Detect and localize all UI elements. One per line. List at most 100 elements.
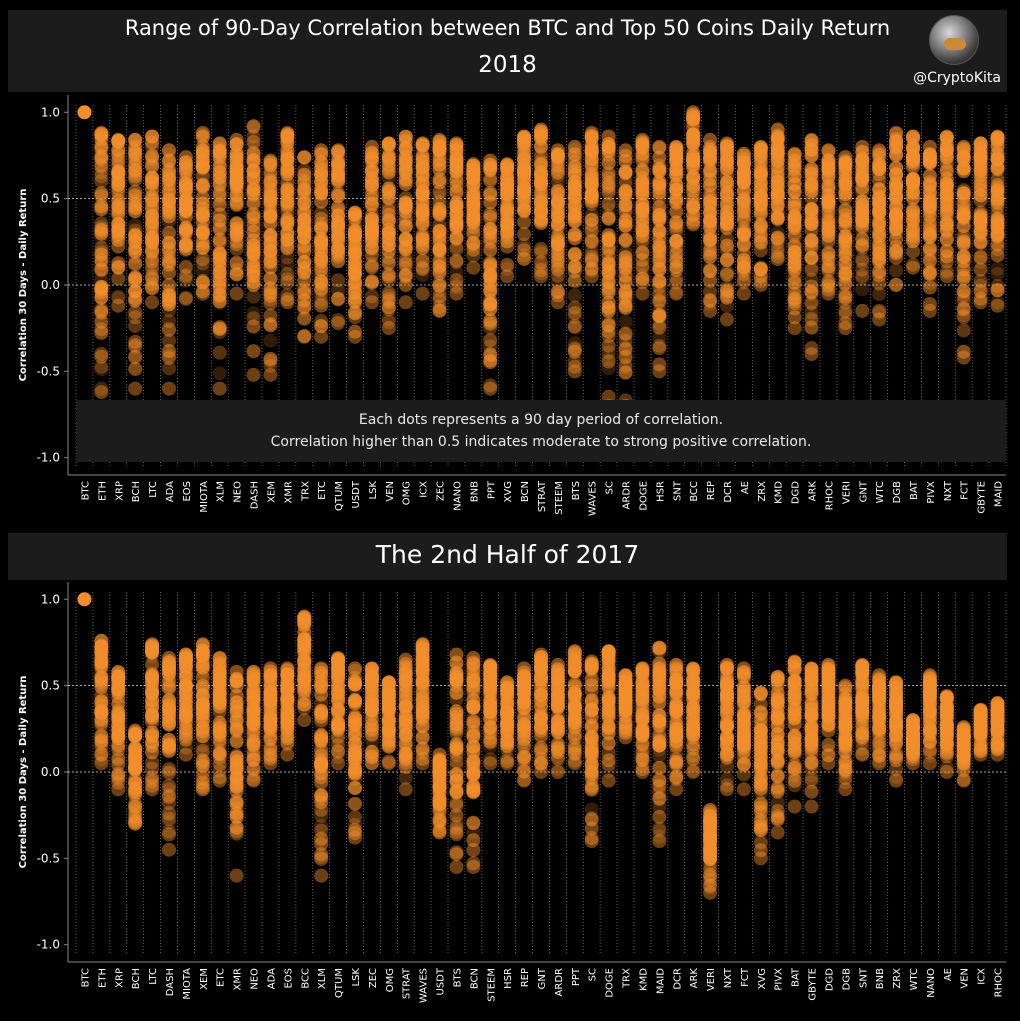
dot [601, 165, 616, 180]
dot [550, 165, 565, 180]
dot [229, 820, 244, 835]
dot [466, 225, 481, 240]
dot [195, 209, 210, 224]
dot [736, 227, 751, 242]
dot [162, 343, 176, 358]
dot [973, 136, 988, 151]
dot [348, 304, 362, 319]
x-tick-label: XLM [216, 481, 227, 502]
dot [517, 203, 532, 218]
dot [314, 756, 329, 771]
dot [348, 310, 362, 325]
dot [348, 810, 362, 825]
dot [449, 280, 464, 295]
coin-dots-ada [263, 661, 278, 771]
dot [703, 264, 718, 279]
dot [804, 233, 819, 248]
coin-dots-eth [94, 633, 109, 771]
dot [246, 194, 261, 209]
dot [348, 225, 362, 240]
dot [348, 781, 362, 796]
dot [162, 266, 176, 281]
dot [601, 345, 616, 360]
dot [483, 206, 498, 221]
dot [162, 824, 176, 839]
x-tick-label: STRAT [537, 480, 548, 512]
dot [838, 289, 853, 304]
dot [229, 187, 244, 202]
dot [178, 747, 193, 762]
dot [517, 227, 532, 242]
dot [398, 267, 413, 282]
dot [517, 243, 532, 258]
dot [770, 144, 785, 159]
dot [584, 254, 599, 269]
dot [990, 267, 1005, 282]
dot [314, 733, 329, 748]
dot [584, 188, 599, 203]
dot [534, 255, 548, 270]
dot [111, 221, 126, 236]
dot [246, 752, 261, 767]
dot [162, 235, 176, 250]
dot [838, 219, 853, 234]
dot [195, 743, 210, 758]
dot [145, 246, 160, 261]
dot [973, 150, 988, 165]
dot [212, 288, 227, 303]
dot [618, 365, 633, 380]
dot [770, 249, 785, 264]
dot [145, 682, 160, 697]
dot [94, 151, 109, 166]
dot [922, 266, 937, 281]
dot [398, 257, 413, 272]
dot [906, 129, 920, 144]
dot [466, 157, 481, 172]
dot [263, 742, 278, 757]
dot [162, 815, 176, 830]
dot [212, 325, 227, 340]
dot [263, 756, 278, 771]
dot [145, 281, 160, 296]
dot [280, 257, 295, 272]
dot [550, 168, 565, 183]
dot [939, 249, 954, 264]
dot [195, 236, 210, 251]
dot [195, 782, 210, 797]
dot [415, 160, 430, 175]
dot [804, 179, 819, 194]
dot [906, 231, 920, 246]
coin-dots-xvg [500, 157, 515, 284]
dot [415, 136, 430, 151]
dot [128, 381, 143, 396]
dot [618, 232, 633, 247]
dot [939, 254, 954, 269]
dot [145, 277, 160, 292]
x-tick-label: DGB [892, 481, 903, 503]
dot [94, 202, 109, 217]
dot [787, 275, 802, 290]
dot [838, 233, 853, 248]
dot [162, 321, 176, 336]
dot [331, 200, 346, 215]
x-tick-label: WAVES [588, 481, 599, 516]
dot [618, 342, 633, 357]
dot [195, 637, 210, 652]
dot [128, 781, 143, 796]
dot [889, 278, 904, 292]
dot [246, 761, 261, 776]
dot [331, 283, 346, 298]
dot [246, 367, 261, 382]
dot [94, 139, 109, 154]
dot [584, 230, 599, 245]
dot [534, 195, 548, 210]
dot [821, 253, 836, 268]
dot [212, 265, 227, 280]
dot [331, 756, 346, 771]
dot [872, 173, 887, 188]
dot [263, 731, 278, 746]
dot [297, 311, 312, 326]
dot [720, 289, 734, 304]
dot [584, 261, 599, 276]
dot [162, 811, 176, 826]
